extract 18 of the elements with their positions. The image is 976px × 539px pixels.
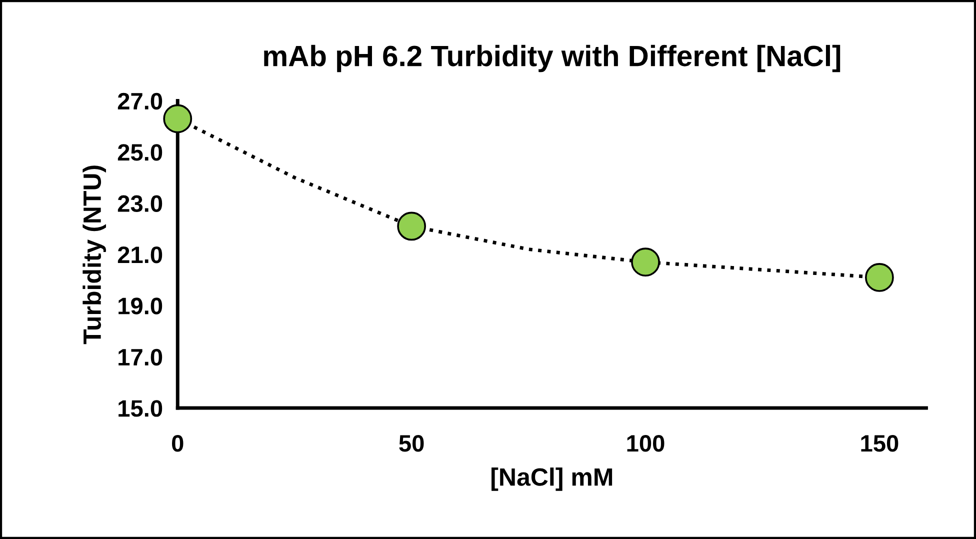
y-tick-label: 27.0 [118, 92, 162, 110]
x-tick-label: 0 [172, 435, 184, 452]
x-tick-label: 150 [861, 435, 898, 452]
y-tick-label: 19.0 [118, 298, 162, 314]
point [631, 248, 660, 277]
chart-title: mAb pH 6.2 Turbidity with Different [NaCl] [264, 44, 840, 72]
point [163, 104, 192, 134]
y-tick-label: 25.0 [118, 144, 162, 161]
y-tick-label: 21.0 [118, 246, 162, 264]
point [864, 263, 894, 292]
x-tick-label: 50 [399, 435, 424, 452]
x-axis-title: [NaCl] mM [492, 468, 612, 491]
y-axis-title: Turbidity (NTU) [82, 166, 106, 344]
y-tick-label: 15.0 [118, 400, 162, 417]
x-tick-label: 100 [627, 435, 664, 452]
point [397, 212, 426, 241]
y-tick-label: 23.0 [118, 195, 162, 212]
y-tick-label: 17.0 [118, 348, 162, 366]
